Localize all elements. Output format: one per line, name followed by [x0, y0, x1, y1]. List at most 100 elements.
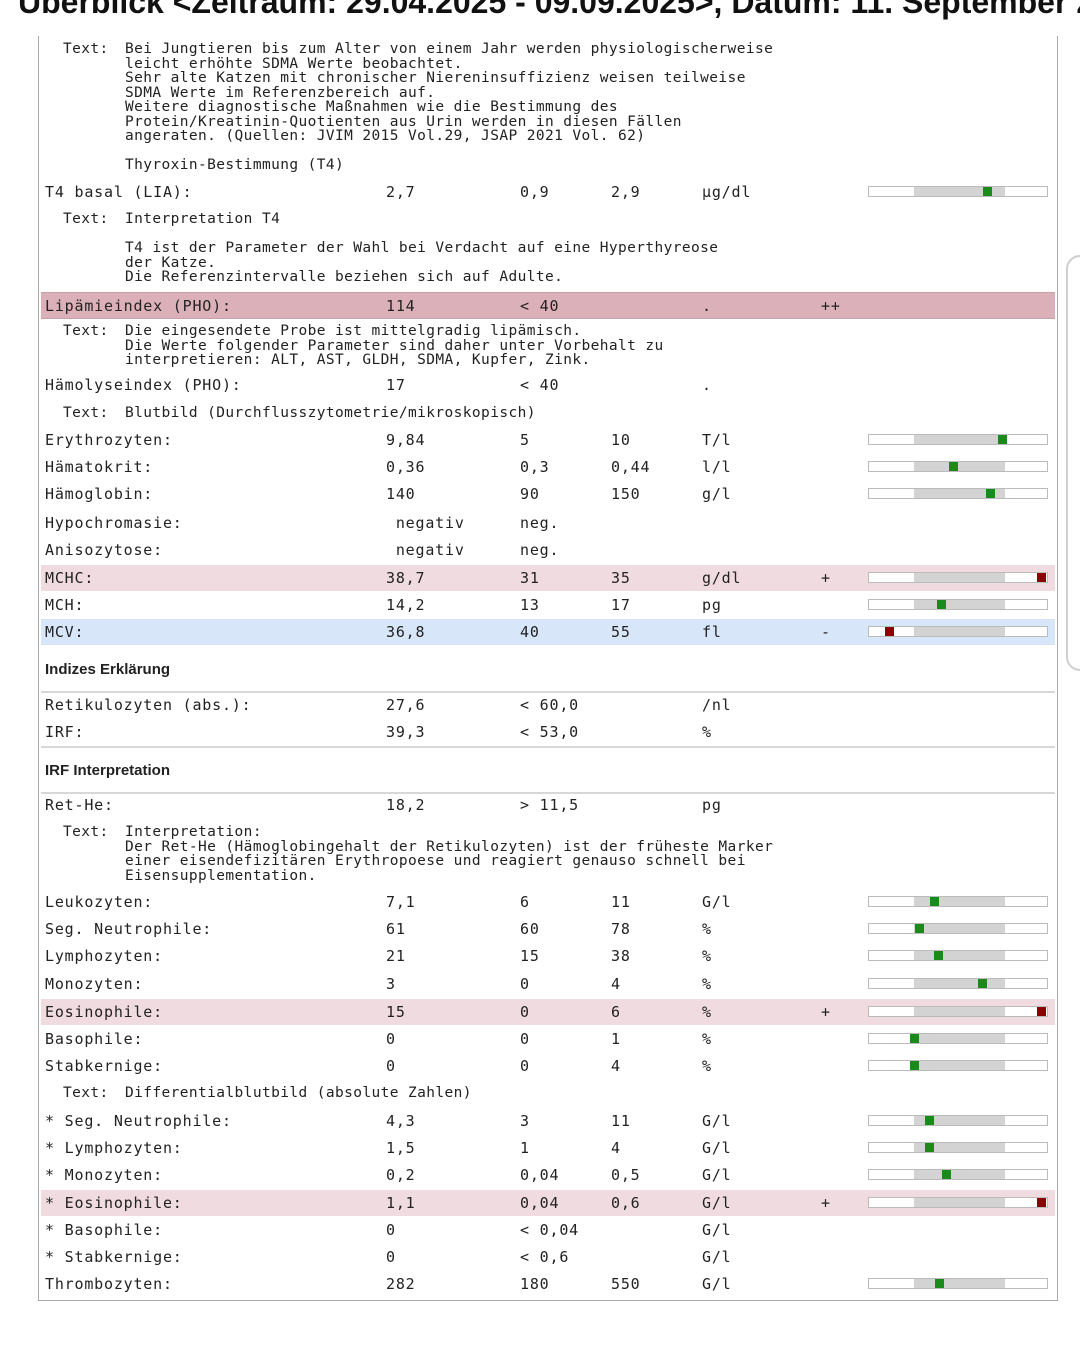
- result-row-a_lymph: * Lymphozyten: 1,5 1 4 G/l: [41, 1135, 1055, 1161]
- result-unit: G/l: [702, 1166, 732, 1184]
- reference-range-band: [914, 1007, 1005, 1016]
- result-row-mono: Monozyten: 3 0 4%: [41, 971, 1055, 997]
- text-label: Text:: [63, 323, 109, 339]
- value-marker: [930, 897, 940, 906]
- result-row-reti: Retikulozyten (abs.): 27,6 < 60,0/nl: [41, 692, 1055, 718]
- result-unit: %: [702, 1030, 712, 1048]
- reference-range-band: [914, 1198, 1005, 1207]
- result-unit: .: [702, 376, 712, 394]
- result-unit: pg: [702, 596, 722, 614]
- range-bar: [868, 1060, 1048, 1071]
- result-row-aniso: Anisozytose: negativ neg.: [41, 537, 1055, 563]
- result-row-hb: Hämoglobin: 140 90 150 g/l: [41, 481, 1055, 507]
- reference-range-band: [914, 600, 1005, 609]
- reference-high: 0,5: [611, 1166, 641, 1184]
- range-bar: [868, 1033, 1048, 1044]
- t4-heading: Thyroxin-Bestimmung (T4): [125, 157, 345, 173]
- result-unit: µg/dl: [702, 183, 752, 201]
- value-marker: [1037, 1007, 1046, 1016]
- result-value: 282: [386, 1275, 416, 1293]
- result-row-baso: Basophile: 0 0 1%: [41, 1026, 1055, 1052]
- reference-high: 6: [611, 1003, 621, 1021]
- result-flag: -: [821, 623, 831, 641]
- result-name: Eosinophile:: [45, 1003, 163, 1021]
- range-bar: [868, 1278, 1048, 1289]
- value-marker: [884, 627, 894, 636]
- result-name: Monozyten:: [45, 975, 144, 993]
- reference-range-band: [914, 187, 1005, 196]
- result-unit: G/l: [702, 1248, 732, 1266]
- result-row-ery: Erythrozyten: 9,84 5 10 T/l: [41, 427, 1055, 453]
- result-value: 0: [386, 1057, 396, 1075]
- result-value: 0: [386, 1248, 396, 1266]
- result-flag: ++: [821, 297, 841, 315]
- reference-high: 550: [611, 1275, 641, 1293]
- reference-range-band: [914, 627, 1005, 636]
- reference-high: 17: [611, 596, 631, 614]
- range-bar: [868, 896, 1048, 907]
- result-name: Hämolyseindex (PHO):: [45, 376, 242, 394]
- result-row-hypo: Hypochromasie: negativ neg.: [41, 510, 1055, 536]
- result-value: 39,3: [386, 723, 426, 741]
- text-label: Text:: [63, 211, 109, 227]
- result-row-stab: Stabkernige: 0 0 4%: [41, 1053, 1055, 1079]
- result-name: * Seg. Neutrophile:: [45, 1112, 232, 1130]
- range-bar: [868, 488, 1048, 499]
- range-bar: [868, 1197, 1048, 1208]
- sdma-text: Bei Jungtieren bis zum Alter von einem J…: [125, 42, 773, 144]
- reference-range-band: [914, 1170, 1005, 1179]
- result-row-segn: Seg. Neutrophile: 61 60 78%: [41, 916, 1055, 942]
- reference-range-band: [914, 462, 1005, 471]
- result-value: 114: [386, 297, 416, 315]
- result-value: negativ: [386, 541, 465, 559]
- reference-range-band: [914, 573, 1005, 582]
- value-marker: [985, 489, 995, 498]
- range-bar: [868, 572, 1048, 583]
- rethe-text: Interpretation: Der Ret-He (Hämoglobingeh…: [125, 825, 773, 883]
- reference-high: 2,9: [611, 183, 641, 201]
- result-value: 18,2: [386, 796, 426, 814]
- reference-high: 78: [611, 920, 631, 938]
- result-flag: +: [821, 569, 831, 587]
- divider: [41, 792, 1055, 794]
- reference-low: 60: [520, 920, 540, 938]
- result-name: * Lymphozyten:: [45, 1139, 183, 1157]
- reference-low: 90: [520, 485, 540, 503]
- reference-low: neg.: [520, 514, 560, 532]
- t4-interp-title: Interpretation T4: [125, 211, 281, 227]
- reference-low: 0,04: [520, 1166, 560, 1184]
- text-label: Text:: [63, 41, 109, 57]
- text-line: Bei Jungtieren bis zum Alter von einem J…: [125, 41, 774, 57]
- reference-low: 0: [520, 1030, 530, 1048]
- result-name: Leukozyten:: [45, 893, 154, 911]
- result-flag: +: [821, 1194, 831, 1212]
- result-row-a_stab: * Stabkernige: 0 < 0,6 G/l: [41, 1244, 1055, 1270]
- reference-range-band: [914, 1116, 1005, 1125]
- range-bar: [868, 626, 1048, 637]
- result-unit: %: [702, 1057, 712, 1075]
- result-row-a_eos: * Eosinophile: 1,1 0,04 0,6 G/l +: [41, 1190, 1055, 1216]
- range-bar: [868, 1142, 1048, 1153]
- reference-low: 0: [520, 1003, 530, 1021]
- result-value: 1,5: [386, 1139, 416, 1157]
- result-row-a_baso: * Basophile: 0 < 0,04 G/l: [41, 1217, 1055, 1243]
- result-name: IRF:: [45, 723, 85, 741]
- reference-low: 0: [520, 1057, 530, 1075]
- result-unit: %: [702, 1003, 712, 1021]
- result-unit: /nl: [702, 696, 732, 714]
- text-label: Text:: [63, 824, 109, 840]
- result-row-mchc: MCHC: 38,7 31 35 g/dl +: [41, 565, 1055, 591]
- value-marker: [910, 1061, 919, 1070]
- result-unit: G/l: [702, 1275, 732, 1293]
- reference-low: 15: [520, 947, 540, 965]
- reference-range-band: [914, 924, 1005, 933]
- result-value: 61: [386, 920, 406, 938]
- result-row-thrombo: Thrombozyten: 282 180 550 G/l: [41, 1271, 1055, 1297]
- result-unit: G/l: [702, 1112, 732, 1130]
- blutbild-text: Blutbild (Durchflusszytometrie/mikroskop…: [125, 405, 536, 421]
- result-unit: G/l: [702, 1221, 732, 1239]
- result-row-a_mono: * Monozyten: 0,2 0,04 0,5 G/l: [41, 1162, 1055, 1188]
- text-line: T4 ist der Parameter der Wahl bei Verdac…: [125, 240, 719, 256]
- scroll-handle[interactable]: [1066, 255, 1080, 671]
- reference-range-band: [914, 1279, 1005, 1288]
